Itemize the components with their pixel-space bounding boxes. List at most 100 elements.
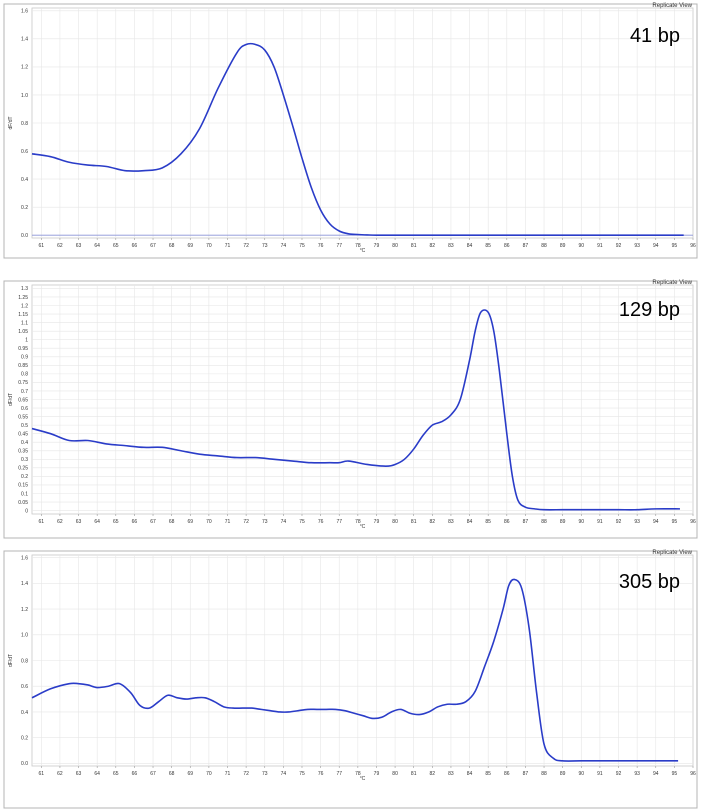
replicate-view-label: Replicate View bbox=[652, 550, 692, 556]
y-tick-label: 0.05 bbox=[18, 500, 28, 506]
x-tick-label: 63 bbox=[76, 243, 82, 249]
y-tick-label: 0.2 bbox=[21, 205, 28, 211]
y-tick-label: 1.6 bbox=[21, 555, 28, 561]
x-tick-label: 66 bbox=[132, 519, 138, 525]
x-tick-label: 88 bbox=[541, 519, 547, 525]
y-tick-label: 1.05 bbox=[18, 329, 28, 335]
x-tick-label: 81 bbox=[411, 771, 417, 777]
y-tick-label: 0.65 bbox=[18, 397, 28, 403]
x-tick-label: 72 bbox=[243, 243, 249, 249]
y-tick-label: 0.1 bbox=[21, 491, 28, 497]
x-tick-label: 71 bbox=[225, 519, 231, 525]
y-tick-label: 0.45 bbox=[18, 431, 28, 437]
x-tick-label: 86 bbox=[504, 243, 510, 249]
series-line bbox=[31, 42, 684, 237]
x-tick-label: 87 bbox=[523, 519, 529, 525]
x-tick-label: 80 bbox=[392, 519, 398, 525]
x-tick-label: 61 bbox=[39, 519, 45, 525]
x-tick-label: 92 bbox=[616, 519, 622, 525]
x-tick-label: 94 bbox=[653, 771, 659, 777]
y-tick-label: 0.4 bbox=[21, 177, 28, 183]
y-tick-label: 0.75 bbox=[18, 380, 28, 386]
x-axis-label: °C bbox=[360, 248, 366, 254]
y-tick-label: 0.15 bbox=[18, 483, 28, 489]
x-tick-label: 85 bbox=[485, 771, 491, 777]
y-tick-label: 0.3 bbox=[21, 457, 28, 463]
x-tick-label: 85 bbox=[485, 243, 491, 249]
chart-panel-1: 61 62 63 64 65 66 67 68 69 70 71 72 73 74 75 76 77 78 79 80… bbox=[3, 3, 698, 259]
x-tick-label: 96 bbox=[690, 243, 696, 249]
x-tick-label: 95 bbox=[672, 771, 678, 777]
x-tick-label: 62 bbox=[57, 519, 63, 525]
y-tick-label: 0.8 bbox=[21, 121, 28, 127]
y-tick-label: 1.2 bbox=[21, 303, 28, 309]
y-tick-label: 1.3 bbox=[21, 286, 28, 292]
chart-panel-3: 61 62 63 64 65 66 67 68 69 70 71 72 73 74 75 76 77 78 79 80… bbox=[3, 550, 698, 809]
x-tick-label: 72 bbox=[243, 519, 249, 525]
x-tick-label: 96 bbox=[690, 519, 696, 525]
x-tick-label: 79 bbox=[374, 771, 380, 777]
x-tick-label: 67 bbox=[150, 519, 156, 525]
y-tick-label: 0.2 bbox=[21, 474, 28, 480]
x-tick-label: 72 bbox=[243, 771, 249, 777]
y-tick-label: 1.15 bbox=[18, 312, 28, 318]
x-tick-label: 91 bbox=[597, 519, 603, 525]
x-tick-label: 70 bbox=[206, 243, 212, 249]
x-tick-label: 78 bbox=[355, 519, 361, 525]
x-tick-label: 84 bbox=[467, 243, 473, 249]
y-tick-label: 0.5 bbox=[21, 423, 28, 429]
x-tick-label: 86 bbox=[504, 771, 510, 777]
y-tick-label: 1 bbox=[25, 337, 28, 343]
x-tick-label: 93 bbox=[634, 519, 640, 525]
x-axis-label: °C bbox=[360, 524, 366, 530]
y-tick-label: 1.1 bbox=[21, 320, 28, 326]
x-tick-label: 79 bbox=[374, 243, 380, 249]
product-size-annotation: 129 bp bbox=[619, 299, 680, 321]
x-tick-label: 67 bbox=[150, 771, 156, 777]
x-tick-label: 79 bbox=[374, 519, 380, 525]
x-tick-label: 94 bbox=[653, 519, 659, 525]
series-line bbox=[31, 578, 679, 762]
x-tick-label: 69 bbox=[187, 519, 193, 525]
x-tick-label: 78 bbox=[355, 771, 361, 777]
x-tick-label: 94 bbox=[653, 243, 659, 249]
x-tick-label: 89 bbox=[560, 243, 566, 249]
x-tick-label: 76 bbox=[318, 519, 324, 525]
x-tick-label: 83 bbox=[448, 243, 454, 249]
x-tick-label: 63 bbox=[76, 519, 82, 525]
y-tick-label: 0.0 bbox=[21, 233, 28, 239]
x-tick-label: 92 bbox=[616, 243, 622, 249]
y-tick-label: 1.2 bbox=[21, 65, 28, 71]
series-line bbox=[31, 309, 680, 511]
y-axis-label: dF/dT bbox=[8, 654, 14, 667]
y-axis-label: dF/dT bbox=[8, 116, 14, 129]
x-tick-label: 68 bbox=[169, 519, 175, 525]
x-tick-label: 73 bbox=[262, 243, 268, 249]
y-tick-label: 0.6 bbox=[21, 149, 28, 155]
x-tick-label: 78 bbox=[355, 243, 361, 249]
x-tick-label: 82 bbox=[430, 771, 436, 777]
x-tick-label: 87 bbox=[523, 771, 529, 777]
y-tick-label: 0.0 bbox=[21, 761, 28, 767]
x-tick-label: 63 bbox=[76, 771, 82, 777]
x-tick-label: 66 bbox=[132, 243, 138, 249]
y-tick-label: 1.4 bbox=[21, 581, 28, 587]
x-tick-label: 85 bbox=[485, 519, 491, 525]
x-tick-label: 82 bbox=[430, 243, 436, 249]
x-tick-label: 64 bbox=[94, 519, 100, 525]
x-tick-label: 88 bbox=[541, 771, 547, 777]
x-tick-label: 91 bbox=[597, 243, 603, 249]
y-tick-label: 1.0 bbox=[21, 633, 28, 639]
chart-panel-2: 61 62 63 64 65 66 67 68 69 70 71 72 73 74 75 76 77 78 79 80… bbox=[3, 280, 698, 539]
y-tick-label: 0.7 bbox=[21, 389, 28, 395]
x-tick-label: 91 bbox=[597, 771, 603, 777]
y-tick-label: 0.6 bbox=[21, 406, 28, 412]
x-tick-label: 74 bbox=[281, 519, 287, 525]
x-tick-label: 71 bbox=[225, 771, 231, 777]
x-tick-label: 93 bbox=[634, 771, 640, 777]
y-tick-label: 0.6 bbox=[21, 684, 28, 690]
y-tick-label: 0.9 bbox=[21, 355, 28, 361]
x-tick-label: 87 bbox=[523, 243, 529, 249]
